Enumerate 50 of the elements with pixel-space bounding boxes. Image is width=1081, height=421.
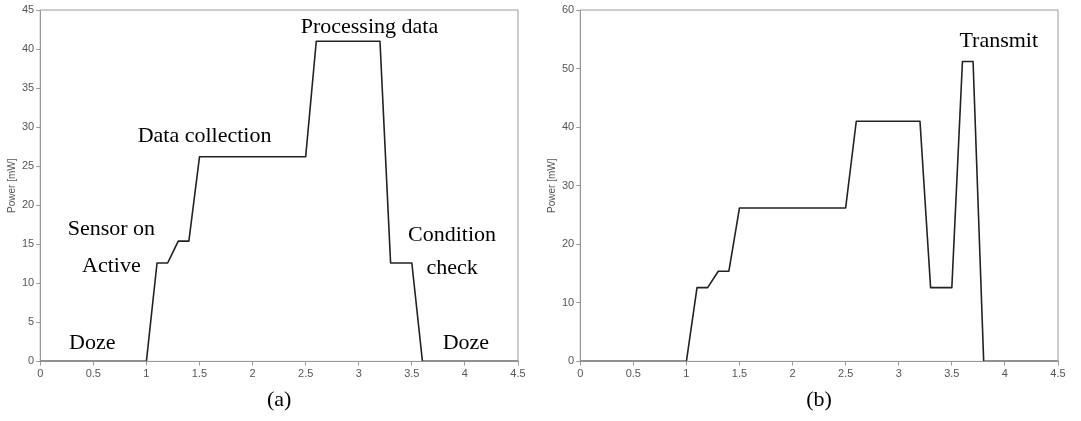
x-tick-label: 1: [683, 367, 690, 380]
annotation: Transmit: [959, 27, 1039, 53]
annotation: Data collection: [137, 122, 272, 148]
annotation: Doze: [442, 329, 490, 355]
x-tick-label: 3: [355, 367, 362, 380]
x-tick-label: 0.5: [625, 367, 641, 380]
x-tick-label: 1.5: [191, 367, 208, 380]
y-tick-label: 45: [21, 3, 35, 16]
x-tick-label: 4: [461, 367, 468, 380]
x-tick-label: 2: [249, 367, 256, 380]
x-tick-label: 3: [895, 367, 902, 380]
x-tick-label: 2.5: [298, 367, 314, 380]
x-tick-label: 1.5: [731, 367, 748, 380]
annotation: Doze: [69, 329, 116, 355]
y-tick-label: 50: [561, 61, 575, 74]
y-tick-label: 20: [21, 198, 35, 211]
x-tick-label: 3.5: [944, 367, 960, 380]
y-tick-label: 40: [561, 120, 575, 133]
x-axis-title: (a): [266, 385, 292, 411]
y-tick-label: 25: [21, 159, 35, 172]
y-tick-label: 40: [21, 42, 35, 55]
x-tick-label: 0: [577, 367, 584, 380]
x-tick-label: 3.5: [404, 367, 420, 380]
x-tick-label: 2: [789, 367, 796, 380]
y-tick-label: 15: [21, 237, 35, 250]
y-tick-label: 0: [568, 354, 575, 367]
y-tick-label: 10: [21, 276, 35, 289]
y-tick-label: 60: [561, 3, 575, 16]
annotation: Processing data: [300, 13, 439, 38]
y-tick-label: 30: [561, 178, 575, 191]
x-tick-label: 1: [143, 367, 150, 380]
x-tick-label: 4.5: [1050, 367, 1066, 380]
x-tick-label: 2.5: [838, 367, 854, 380]
x-tick-label: 4.5: [510, 367, 526, 380]
x-tick-label: 4: [1001, 367, 1008, 380]
annotation: Sensor on: [67, 215, 156, 241]
x-tick-label: 0: [37, 367, 44, 380]
x-axis-title: (b): [806, 385, 832, 411]
y-tick-label: 35: [21, 81, 35, 94]
y-tick-label: 0: [28, 354, 35, 367]
annotation: Active: [82, 251, 141, 277]
y-tick-label: 5: [28, 315, 35, 328]
annotation: Condition: [408, 220, 497, 246]
y-tick-label: 10: [561, 295, 575, 308]
y-axis-title: Power [mW]: [5, 158, 17, 213]
y-axis-title: Power [mW]: [545, 158, 557, 213]
y-tick-label: 30: [21, 120, 35, 133]
annotation: check: [426, 254, 478, 280]
y-tick-label: 20: [561, 237, 575, 250]
x-tick-label: 0.5: [85, 367, 101, 380]
